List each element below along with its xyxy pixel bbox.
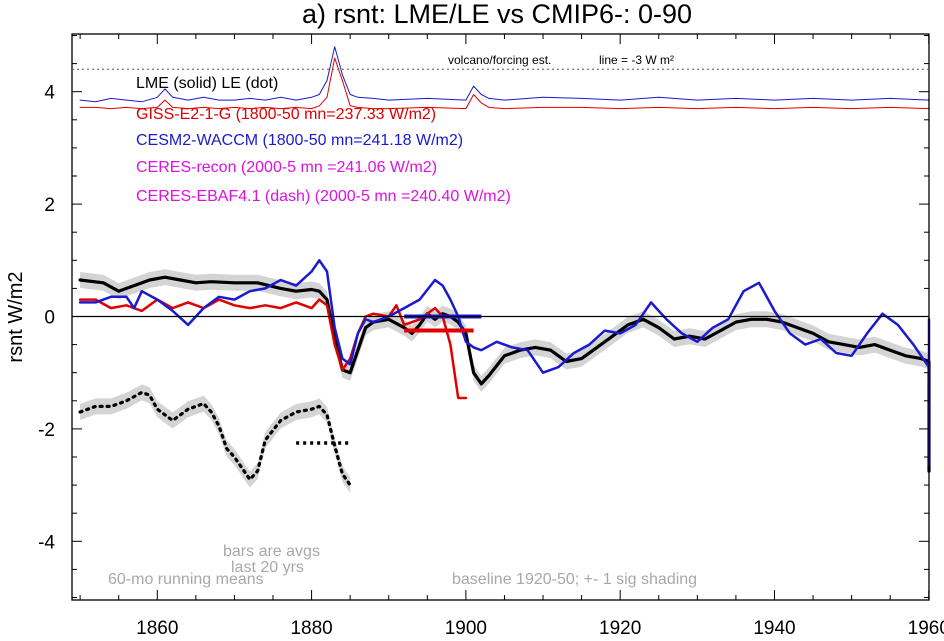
x-tick-label: 1900 xyxy=(445,618,487,639)
legend: LME (solid) LE (dot) GISS-E2-1-G (1800-5… xyxy=(136,75,511,205)
x-tick-label: 1920 xyxy=(599,618,641,639)
series-line-giss-e2-1-g-1800-50-mn-237-33-w-m2 xyxy=(78,298,468,400)
y-tick-label: 2 xyxy=(44,195,55,216)
volcano-annotation: volcano/forcing est. xyxy=(448,53,551,67)
y-tick-label: 0 xyxy=(44,308,55,329)
chart-title: a) rsnt: LME/LE vs CMIP6-: 0-90 xyxy=(302,0,692,29)
x-tick-label: 1860 xyxy=(136,618,178,639)
average-bars xyxy=(296,314,482,445)
legend-entry-cesm2: CESM2-WACCM (1800-50 mn=241.18 W/m2) xyxy=(136,132,463,149)
line-annotation: line = -3 W m² xyxy=(599,53,674,67)
legend-entry-giss: GISS-E2-1-G (1800-50 mn=237.33 W/m2) xyxy=(136,106,436,123)
series-line-le-dot xyxy=(78,390,352,487)
bars-annotation: bars are avgs xyxy=(223,543,320,560)
legend-entry-ceres-ebaf: CERES-EBAF4.1 (dash) (2000-5 mn =240.40 … xyxy=(136,188,511,205)
sigma-shading xyxy=(80,269,930,494)
x-tick-label: 1960 xyxy=(908,618,944,639)
y-axis-label: rsnt W/m2 xyxy=(5,271,27,362)
bars-annotation-2: last 20 yrs xyxy=(231,559,304,576)
legend-entry-lme-le: LME (solid) LE (dot) xyxy=(136,75,278,92)
baseline-annotation: baseline 1920-50; +- 1 sig shading xyxy=(452,571,697,588)
y-tick-label: -2 xyxy=(38,420,55,441)
x-tick-label: 1880 xyxy=(290,618,332,639)
shading-le-dot xyxy=(80,384,351,494)
y-tick-label: -4 xyxy=(38,532,55,553)
legend-entry-ceres-recon: CERES-recon (2000-5 mn =241.06 W/m2) xyxy=(136,159,437,176)
running-mean-annotation: 60-mo running means xyxy=(108,571,264,588)
y-tick-label: 4 xyxy=(44,83,55,104)
x-tick-label: 1940 xyxy=(753,618,795,639)
shading-lme-solid xyxy=(80,269,930,480)
